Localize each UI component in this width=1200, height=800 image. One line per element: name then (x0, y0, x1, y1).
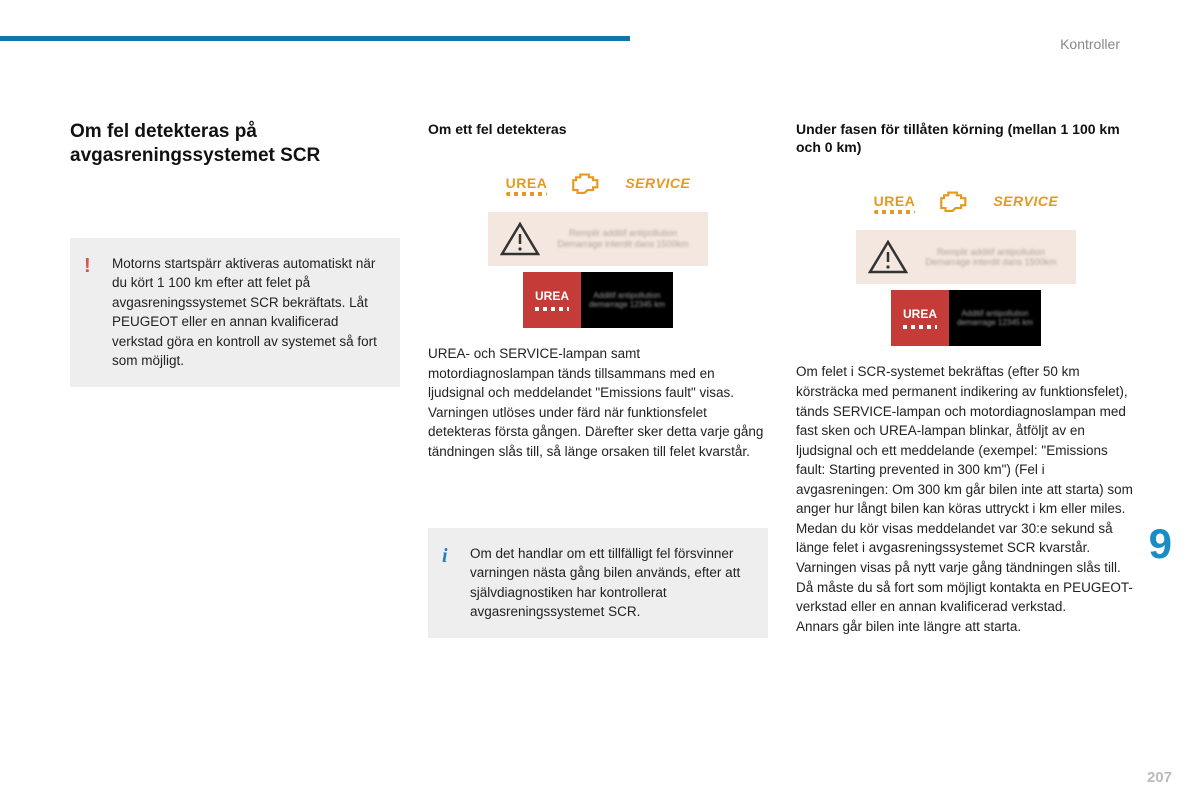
service-indicator-icon: SERVICE (625, 175, 690, 191)
urea-display-panel-2: UREA Additif antipollution demarrage 123… (891, 290, 1041, 346)
info-note-text: Om det handlar om ett tillfälligt fel fö… (470, 546, 740, 620)
top-rule (0, 36, 630, 41)
info-icon: i (442, 542, 448, 571)
urea-panel-blurred-text: Additif antipollution demarrage 12345 km (581, 272, 673, 328)
alert-blurred-text: Remplir additif antipollution Demarrage … (918, 247, 1064, 269)
column-left: Om fel detekteras på avgasreningssysteme… (70, 120, 400, 638)
column-right: Under fasen för tillåten körning (mellan… (796, 120, 1136, 638)
page-number: 207 (1147, 769, 1172, 786)
alert-message-panel-2: Remplir additif antipollution Demarrage … (856, 230, 1076, 284)
urea-display-panel: UREA Additif antipollution demarrage 123… (523, 272, 673, 328)
col3-p5: Annars går bilen inte längre att starta. (796, 617, 1136, 637)
urea-badge-wave-icon (903, 325, 937, 329)
col3-body: Om felet i SCR-systemet bekräftas (efter… (796, 362, 1136, 636)
urea-indicator-label: UREA (874, 193, 916, 209)
urea-badge-label: UREA (903, 307, 937, 321)
alert-message-panel: Remplir additif antipollution Demarrage … (488, 212, 708, 266)
urea-indicator-label: UREA (506, 175, 548, 191)
urea-wave-icon (506, 192, 548, 196)
col2-heading: Om ett fel detekteras (428, 120, 768, 138)
engine-diagnostic-icon (937, 189, 971, 213)
urea-badge-label: UREA (535, 289, 569, 303)
warning-triangle-icon (500, 222, 540, 256)
alert-blurred-text: Remplir additif antipollution Demarrage … (550, 228, 696, 250)
warning-note: ! Motorns startspärr aktiveras automatis… (70, 238, 400, 387)
warning-note-text: Motorns startspärr aktiveras automatiskt… (112, 256, 377, 369)
indicator-row-2: UREA SERVICE (796, 182, 1136, 220)
col3-heading: Under fasen för tillåten körning (mellan… (796, 120, 1136, 156)
indicator-row: UREA SERVICE (428, 164, 768, 202)
urea-badge-icon: UREA (891, 290, 949, 346)
col3-p3: Varningen visas på nytt varje gång tändn… (796, 558, 1136, 578)
urea-indicator-icon: UREA (874, 193, 916, 209)
chapter-number: 9 (1149, 520, 1172, 568)
info-note: i Om det handlar om ett tillfälligt fel … (428, 528, 768, 638)
page-title: Om fel detekteras på avgasreningssysteme… (70, 120, 400, 168)
urea-badge-icon: UREA (523, 272, 581, 328)
col3-p1: Om felet i SCR-systemet bekräftas (efter… (796, 362, 1136, 519)
col2-p2: Varningen utlöses under färd när funktio… (428, 403, 768, 462)
col3-p4: Då måste du så fort som möjligt kontakta… (796, 578, 1136, 617)
exclamation-icon: ! (84, 252, 91, 281)
urea-indicator-icon: UREA (506, 175, 548, 191)
engine-diagnostic-icon (569, 171, 603, 195)
warning-triangle-icon (868, 240, 908, 274)
urea-wave-icon (874, 210, 916, 214)
urea-badge-wave-icon (535, 307, 569, 311)
column-middle: Om ett fel detekteras UREA SERVICE Rempl… (428, 120, 768, 638)
page-content: Om fel detekteras på avgasreningssysteme… (70, 120, 1120, 638)
col3-p2: Medan du kör visas meddelandet var 30:e … (796, 519, 1136, 558)
col2-p1: UREA- och SERVICE-lampan samt motordiagn… (428, 344, 768, 403)
col2-body: UREA- och SERVICE-lampan samt motordiagn… (428, 344, 768, 461)
urea-panel-blurred-text: Additif antipollution demarrage 12345 km (949, 290, 1041, 346)
service-indicator-icon: SERVICE (993, 193, 1058, 209)
section-label: Kontroller (1060, 36, 1120, 52)
